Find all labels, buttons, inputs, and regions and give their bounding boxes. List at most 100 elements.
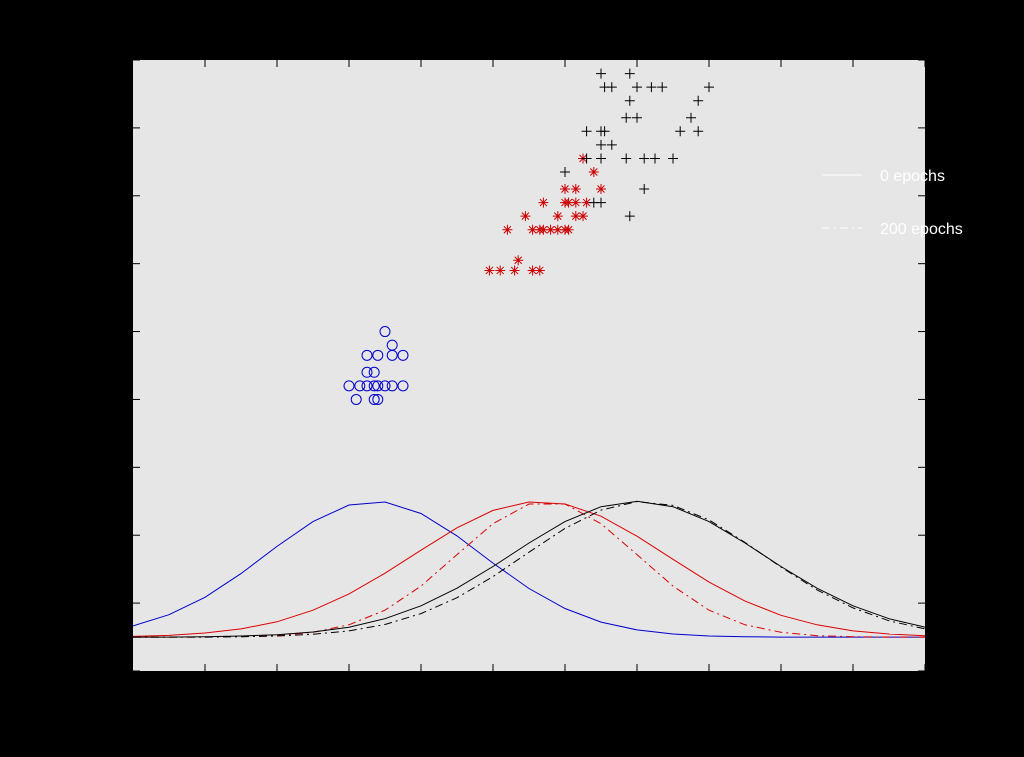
point <box>527 265 538 276</box>
point <box>606 82 617 93</box>
curve <box>133 501 925 638</box>
point <box>693 95 704 106</box>
point <box>596 68 606 79</box>
point <box>495 265 506 276</box>
x-tick-label: 0.2 <box>410 680 432 697</box>
y-tick-label: 0.8 <box>103 119 125 136</box>
point <box>513 255 524 266</box>
point <box>596 139 606 150</box>
point <box>563 197 574 208</box>
point <box>563 224 574 235</box>
x-tick-label: -0.2 <box>263 680 291 697</box>
point <box>668 153 678 164</box>
point <box>552 211 563 222</box>
point <box>534 265 545 276</box>
point <box>509 265 520 276</box>
x-tick-label: 0 <box>345 680 354 697</box>
point <box>397 349 409 361</box>
point <box>624 68 635 79</box>
point <box>350 393 362 405</box>
point <box>624 95 635 106</box>
point <box>484 265 495 276</box>
point <box>560 167 570 178</box>
point <box>606 139 617 150</box>
point <box>632 82 642 93</box>
point <box>386 380 398 392</box>
point <box>704 82 714 93</box>
point <box>538 224 549 235</box>
x-tick-label: 0.4 <box>482 680 504 697</box>
x-axis-label: f <box>522 707 527 724</box>
y-tick-label: -0.8 <box>97 662 125 679</box>
y-axis-label: fw <box>59 358 76 374</box>
point <box>397 380 409 392</box>
point <box>570 197 581 208</box>
x-tick-label: 1.6 <box>914 680 936 697</box>
point <box>502 224 513 235</box>
y-tick-label: 0.6 <box>103 187 125 204</box>
point <box>560 183 570 194</box>
y-tick-label: 0.2 <box>103 323 125 340</box>
point <box>639 153 650 164</box>
legend-label: 0 epochs <box>880 168 945 185</box>
point <box>596 153 606 164</box>
point <box>657 82 668 93</box>
chart-subtitle: Afterwards: VT training <box>445 29 607 46</box>
point <box>650 153 660 164</box>
x-tick-label: 0.6 <box>554 680 576 697</box>
point <box>693 126 704 137</box>
point <box>520 211 531 222</box>
point <box>624 211 635 222</box>
point <box>527 224 538 235</box>
point <box>361 349 373 361</box>
point <box>581 126 592 137</box>
curve <box>133 500 925 638</box>
point <box>686 112 696 123</box>
point <box>570 211 581 222</box>
point <box>372 393 384 405</box>
y-tick-label: -0.2 <box>97 459 125 476</box>
point <box>386 349 398 361</box>
point <box>343 380 355 392</box>
point <box>621 153 632 164</box>
point <box>596 183 606 194</box>
y-tick-label: 0.4 <box>103 255 125 272</box>
y-tick-label: 1 <box>116 51 125 68</box>
point <box>599 126 610 137</box>
point <box>354 380 366 392</box>
point <box>361 380 373 392</box>
x-tick-label: 1 <box>705 680 714 697</box>
point <box>552 224 563 235</box>
y-tick-label: -0.6 <box>97 594 125 611</box>
point <box>379 380 391 392</box>
x-tick-label: -0.4 <box>191 680 219 697</box>
point <box>372 349 384 361</box>
point <box>368 366 380 378</box>
point <box>596 197 606 208</box>
curve <box>133 501 925 638</box>
point <box>675 126 686 137</box>
point <box>368 393 380 405</box>
point <box>578 211 588 222</box>
curve <box>133 501 925 637</box>
point <box>538 197 549 208</box>
point <box>372 380 384 392</box>
chart-title: VAN VOOS <box>475 4 557 21</box>
point <box>588 167 599 178</box>
x-tick-label: 0.8 <box>626 680 648 697</box>
point <box>545 224 556 235</box>
y-tick-label: -0.4 <box>97 526 125 543</box>
point <box>379 326 391 338</box>
point <box>570 183 581 194</box>
legend-label: 200 epochs <box>880 221 963 238</box>
point <box>646 82 657 93</box>
point <box>639 183 650 194</box>
point <box>621 112 632 123</box>
point <box>361 366 373 378</box>
point <box>581 153 592 164</box>
plot-area <box>133 60 925 671</box>
x-tick-label: 1.2 <box>770 680 792 697</box>
point <box>368 380 380 392</box>
